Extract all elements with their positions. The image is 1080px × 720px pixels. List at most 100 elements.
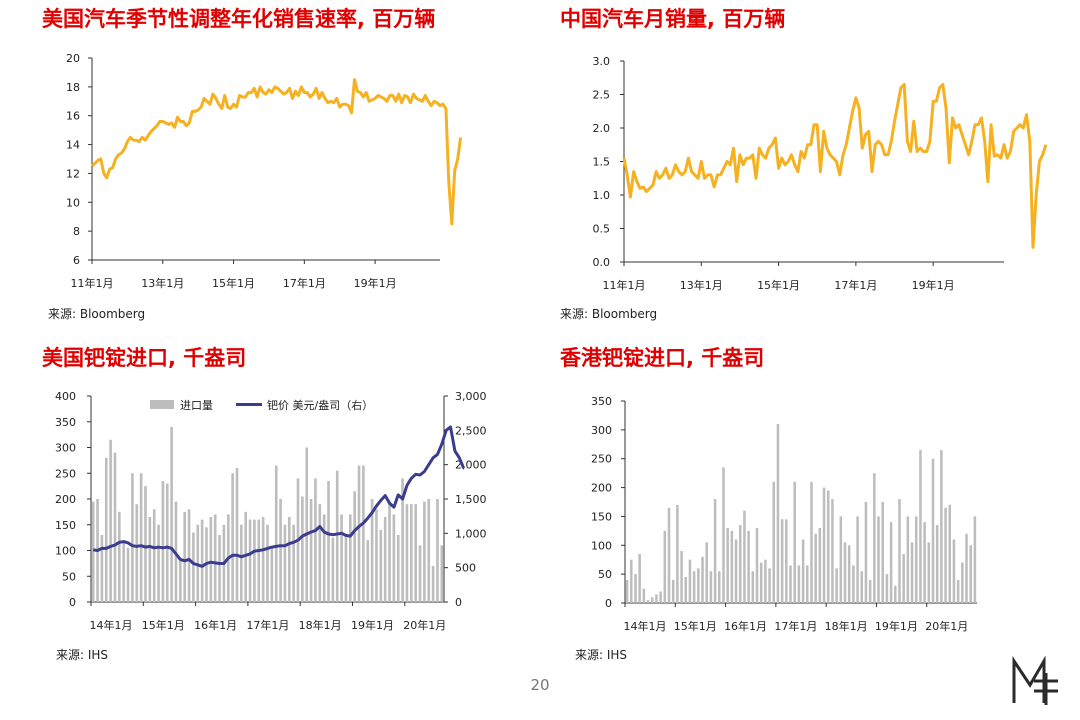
c4-ytick-label: 200 [591, 482, 612, 495]
c2-ytick-label: 0.5 [593, 223, 611, 236]
c3-bar [314, 478, 317, 602]
c2-ytick-label: 1.5 [593, 156, 611, 169]
c4-bar [646, 600, 650, 603]
chart3-title: 美国钯锭进口, 千盎司 [42, 346, 247, 370]
c3-bar [431, 565, 435, 602]
c3-bar [161, 480, 165, 602]
c4-bar [835, 568, 838, 603]
c3-right-tick-label: 3,000 [455, 390, 487, 403]
c3-bar [170, 426, 173, 602]
c3-bar [152, 509, 156, 602]
c4-bar [894, 585, 897, 603]
c3-bar [213, 514, 217, 602]
chart4-source: 来源: IHS [575, 648, 628, 662]
c1-ytick-label: 6 [73, 254, 80, 267]
c4-bar [759, 562, 763, 603]
c3-bar [401, 478, 404, 602]
c3-bar [104, 457, 108, 602]
c3-bar [383, 517, 387, 602]
c4-xtick-label: 17年1月 [774, 619, 817, 633]
c4-bar [705, 542, 708, 603]
c3-bar [362, 465, 365, 602]
c4-bar [667, 507, 671, 603]
hk-palladium-imports-chart: 0 50 100 150 200 250 300 350 14年1月 15年1月 16年1月 17年1… [591, 395, 977, 633]
c3-bar [270, 547, 274, 602]
c3-bar [335, 470, 339, 602]
c4-bar [642, 588, 646, 603]
c3-legend-line-label: 钯价 美元/盎司（右） [267, 398, 373, 412]
c3-xtick-label: 14年1月 [90, 618, 133, 632]
c4-bar [881, 502, 884, 603]
c3-bar [410, 504, 413, 602]
c4-bar [634, 574, 637, 603]
c4-bar [768, 568, 771, 603]
c4-bar [852, 565, 855, 603]
c3-xtick-label: 18年1月 [299, 618, 342, 632]
c1-ytick-label: 12 [66, 167, 80, 180]
c1-xtick-label: 13年1月 [141, 276, 184, 290]
c4-bar [906, 516, 910, 603]
c3-ytick-label: 400 [55, 390, 76, 403]
c2-xtick-label: 15年1月 [757, 278, 800, 292]
c4-bar [630, 559, 633, 603]
c3-bar [274, 465, 278, 602]
c4-bar [697, 568, 700, 603]
c4-bar [780, 519, 784, 603]
c4-bar [969, 545, 972, 603]
c4-bar [810, 481, 813, 603]
c4-bar [860, 571, 864, 603]
c3-bar [379, 529, 383, 602]
c3-bar [91, 501, 95, 602]
c4-ytick-label: 0 [605, 597, 612, 610]
c3-xtick-label: 17年1月 [246, 618, 289, 632]
c4-bar [910, 542, 914, 603]
c3-xtick-label: 19年1月 [351, 618, 394, 632]
c2-xtick-label: 13年1月 [680, 278, 723, 292]
c3-bar [423, 501, 426, 602]
c3-bar [440, 545, 444, 602]
c4-xtick-label: 19年1月 [875, 619, 918, 633]
c4-ytick-label: 300 [591, 424, 612, 437]
c3-right-tick-label: 1,500 [455, 493, 487, 506]
c3-bar [131, 473, 134, 602]
chart1-source: 来源: Bloomberg [48, 307, 146, 321]
c2-ytick-label: 3.0 [593, 55, 611, 68]
c3-bar [392, 514, 396, 602]
c4-bar [944, 507, 947, 603]
c4-bar [935, 525, 939, 603]
c3-bar [157, 524, 160, 602]
c2-xtick-label: 11年1月 [603, 278, 646, 292]
c3-bar [187, 509, 191, 602]
china-auto-sales-chart: 0.0 0.5 1.0 1.5 2.0 2.5 3.0 11年1月 13年1月 15年1月 17年1… [593, 55, 1048, 292]
c4-bar [965, 533, 968, 603]
c4-bar [948, 504, 952, 603]
chart4-title: 香港钯锭进口, 千盎司 [560, 346, 765, 370]
c4-xtick-label: 14年1月 [624, 619, 667, 633]
c4-bar [701, 556, 704, 603]
c3-bar [357, 465, 361, 602]
c3-bar [279, 499, 282, 602]
c4-bar [747, 530, 750, 603]
c3-bar [179, 560, 182, 602]
c4-bar [797, 565, 801, 603]
c4-bar [684, 577, 688, 603]
c1-ytick-label: 20 [66, 52, 80, 65]
page-number: 20 [530, 676, 550, 694]
c3-bar [200, 519, 204, 602]
c4-bar [663, 530, 667, 603]
c2-ytick-label: 0.0 [593, 256, 611, 269]
c3-bar [327, 480, 330, 602]
c1-xtick-label: 19年1月 [354, 276, 397, 290]
c3-bar [231, 473, 234, 602]
c3-bar [253, 519, 256, 602]
c3-bar [427, 499, 431, 602]
c4-bar [726, 527, 729, 603]
c3-bar [235, 468, 239, 602]
c4-bar [831, 499, 834, 603]
c3-bar [305, 447, 309, 602]
c4-bar [755, 527, 759, 603]
c4-bar [734, 539, 738, 603]
c4-bar [961, 562, 964, 603]
c4-bar [818, 527, 822, 603]
c4-bar [873, 473, 876, 603]
